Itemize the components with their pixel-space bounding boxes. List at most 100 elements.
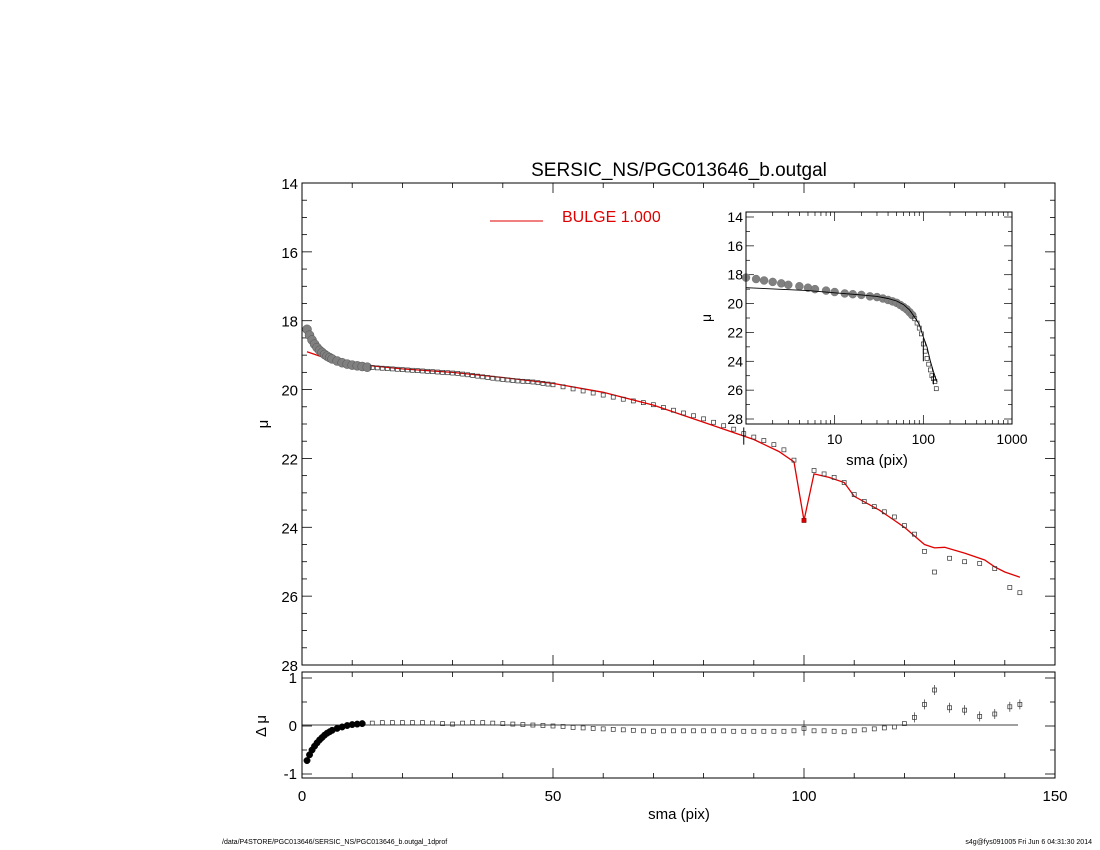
inset-data-point — [926, 361, 932, 367]
inset-data-point — [933, 386, 939, 392]
inset-background — [746, 212, 1012, 424]
inset-data-point — [810, 284, 820, 294]
data-point — [525, 379, 531, 385]
residual-x-tick-label: 50 — [545, 788, 562, 805]
residual-y-tick-label: 0 — [289, 718, 297, 735]
residual-point — [379, 720, 385, 725]
inset-panel-ticks — [745, 212, 1012, 424]
residual-point — [791, 728, 797, 734]
residual-point — [490, 720, 496, 726]
data-point — [362, 362, 373, 372]
residual-y-tick-label: -1 — [284, 766, 297, 783]
data-point — [395, 366, 400, 372]
residual-point — [358, 720, 366, 728]
residual-point — [661, 728, 666, 734]
data-point — [661, 405, 666, 410]
residual-point — [651, 728, 656, 734]
data-point — [912, 531, 917, 537]
residual-point — [892, 724, 897, 730]
residual-point — [520, 722, 526, 727]
inset-data-point — [795, 282, 804, 291]
data-point — [560, 384, 566, 390]
main-plot-frame — [301, 182, 1056, 666]
data-point — [495, 376, 501, 382]
data-point — [947, 555, 952, 561]
data-point — [821, 471, 827, 477]
residual-point — [410, 720, 415, 725]
data-point — [490, 375, 496, 381]
data-point — [460, 371, 465, 377]
residual-point — [821, 728, 827, 734]
data-point — [922, 549, 927, 554]
data-point — [445, 370, 450, 376]
residual-point — [641, 728, 646, 734]
inset-data-point — [777, 279, 786, 288]
data-point — [535, 380, 541, 386]
data-point — [651, 402, 656, 408]
inset-data-point — [751, 274, 761, 284]
inset-y-tick-label: 14 — [727, 209, 743, 225]
residual-point — [480, 720, 486, 725]
data-point — [711, 419, 716, 425]
data-point — [962, 559, 967, 565]
main-y-tick-label: 22 — [281, 451, 298, 468]
main-y-tick-label: 26 — [281, 589, 298, 606]
data-point — [620, 396, 626, 402]
data-point — [410, 367, 415, 373]
residual-point — [470, 720, 476, 725]
inset-data-points — [741, 273, 939, 392]
inset-plot-frame — [745, 211, 1013, 425]
inset-y-axis-label: μ — [698, 314, 714, 322]
residual-point — [590, 726, 596, 731]
data-point — [771, 442, 777, 448]
data-point — [420, 368, 425, 374]
data-point — [701, 416, 706, 422]
data-point — [671, 407, 676, 413]
residual-point — [861, 727, 867, 733]
inset-y-tick-label: 20 — [727, 296, 743, 312]
main-y-tick-label: 14 — [281, 176, 298, 193]
residual-point — [671, 728, 676, 734]
residual-point — [560, 724, 566, 729]
footer-file-path: /data/P4STORE/PGC013646/SERSIC_NS/PGC013… — [222, 839, 448, 846]
data-point — [861, 499, 867, 504]
inset-x-tick-label: 100 — [912, 431, 936, 447]
residual-point — [610, 727, 616, 732]
inset-data-point — [759, 276, 769, 285]
inset-data-point — [924, 356, 930, 361]
data-point — [480, 374, 486, 380]
data-point — [400, 367, 405, 372]
data-point — [977, 561, 983, 566]
residual-point — [600, 726, 606, 732]
residual-x-tick-label: 100 — [791, 788, 816, 805]
data-point — [379, 365, 385, 371]
residual-point — [711, 728, 716, 734]
data-point — [1007, 585, 1013, 590]
residual-point — [580, 725, 586, 731]
residual-point — [500, 721, 506, 726]
residual-point — [510, 721, 516, 727]
data-point — [751, 434, 757, 440]
residual-point — [420, 720, 425, 725]
data-point — [485, 375, 491, 380]
data-point — [761, 438, 767, 443]
inset-x-tick-label: 1000 — [996, 431, 1027, 447]
residual-point — [871, 726, 877, 732]
footer-user-timestamp: s4g@fys091005 Fri Jun 6 04:31:30 2014 — [965, 839, 1092, 846]
residual-point — [841, 729, 847, 735]
main-y-tick-label: 28 — [281, 658, 298, 675]
data-point — [731, 426, 737, 432]
data-point — [641, 400, 646, 406]
inset-y-tick-label: 22 — [727, 324, 743, 340]
residual-point — [450, 721, 455, 727]
inset-data-point — [768, 277, 777, 287]
residual-point — [681, 728, 686, 734]
residual-x-tick-label: 0 — [298, 788, 306, 805]
residual-x-axis-label: sma (pix) — [648, 806, 710, 823]
data-point — [500, 377, 506, 382]
residual-point — [701, 728, 706, 734]
data-point — [630, 398, 636, 404]
data-point — [475, 373, 481, 379]
data-point — [570, 386, 576, 392]
